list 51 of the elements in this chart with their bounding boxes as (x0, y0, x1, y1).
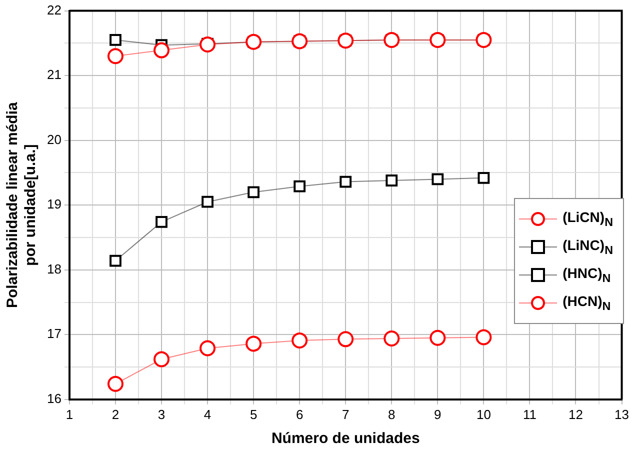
point (110, 254, 122, 267)
point (107, 376, 124, 392)
point (432, 173, 444, 186)
point (294, 180, 306, 192)
x-tick-label: 8 (388, 406, 396, 422)
point (338, 331, 354, 348)
legend-label: (HCN)$_{N}$ (562, 293, 611, 313)
y-tick-label: 20 (46, 132, 62, 147)
x-axis-title: Número de unidades (271, 430, 420, 448)
point (154, 351, 170, 368)
point (246, 336, 262, 352)
point (430, 330, 446, 346)
y-tick-label: 21 (46, 67, 62, 82)
point (156, 216, 168, 228)
point (248, 186, 260, 198)
x-tick-label: 5 (250, 406, 258, 422)
point (384, 330, 400, 347)
point (476, 329, 492, 346)
x-tick-label: 9 (434, 406, 442, 422)
legend-label: (HNC)$_{N}$ (562, 265, 611, 285)
point (478, 172, 490, 184)
point (154, 42, 170, 58)
point (340, 176, 352, 188)
point (430, 32, 446, 48)
point (384, 32, 400, 48)
y-tick-label: 22 (46, 2, 62, 18)
x-tick-label: 2 (112, 406, 120, 422)
x-tick-label: 12 (568, 406, 583, 422)
point (110, 34, 122, 46)
x-tick-label: 4 (204, 406, 212, 422)
y-tick-label: 18 (46, 261, 62, 276)
point (476, 32, 492, 48)
x-tick-label: 7 (342, 406, 350, 422)
point (200, 340, 216, 356)
x-tick-label: 10 (476, 406, 491, 422)
point (386, 174, 398, 186)
x-tick-label: 1 (66, 406, 74, 422)
point (292, 332, 308, 348)
y-axis-title: Polarizabilidade linear média por unidade[u.a.] (4, 101, 40, 308)
x-tick-label: 11 (522, 406, 536, 422)
x-tick-label: 3 (158, 406, 166, 422)
legend-label: (LiCN)$_{N}$ (562, 209, 613, 229)
point (107, 48, 124, 64)
y-tick-label: 17 (46, 326, 62, 342)
y-tick-label: 16 (46, 390, 62, 406)
point (202, 196, 214, 208)
y-tick-label: 19 (46, 196, 62, 212)
legend-label: (LiNC)$_{N}$ (562, 237, 613, 257)
point (200, 36, 216, 52)
x-tick-label: 13 (614, 406, 630, 422)
x-tick-label: 6 (296, 406, 304, 422)
